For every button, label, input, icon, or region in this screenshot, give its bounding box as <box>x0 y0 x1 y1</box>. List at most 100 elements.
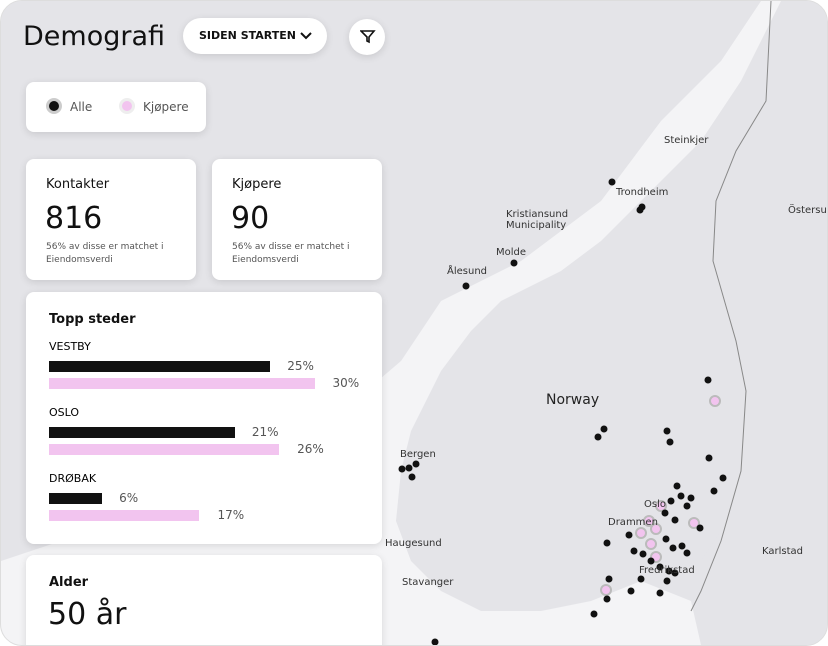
bar <box>49 361 271 372</box>
contact-dot <box>683 549 691 557</box>
stat-card: Kjøpere 90 56% av disse er matchet i Eie… <box>212 159 382 280</box>
contact-dot <box>719 474 727 482</box>
legend-label: Kjøpere <box>143 100 189 114</box>
contact-dot <box>637 575 645 583</box>
contact-dot <box>590 610 598 618</box>
contact-dot <box>594 433 602 441</box>
legend-alle[interactable] <box>46 98 62 114</box>
contact-dot <box>408 473 416 481</box>
contact-dot <box>704 376 712 384</box>
buyer-dot <box>650 523 662 535</box>
bar-label: 26% <box>297 442 324 456</box>
contact-dot <box>603 595 611 603</box>
contact-dot <box>705 454 713 462</box>
contact-dot <box>431 638 439 645</box>
map-label: Steinkjer <box>664 135 709 146</box>
bar-label: 25% <box>287 359 314 373</box>
bar-label: 17% <box>217 508 245 522</box>
place-name: VESTBY <box>49 340 91 353</box>
card-title: Topp steder <box>49 312 136 327</box>
contact-dot <box>405 464 413 472</box>
age-card: Alder 50 år <box>26 555 382 645</box>
contact-dot <box>662 535 670 543</box>
buyer-dot <box>645 538 657 550</box>
contact-dot <box>412 460 420 468</box>
contact-dot <box>398 465 406 473</box>
map-label: Haugesund <box>385 538 442 549</box>
contact-dot <box>605 575 613 583</box>
contact-dot <box>667 497 675 505</box>
stat-value: 816 <box>45 201 103 236</box>
map-label: Drammen <box>608 517 658 528</box>
contact-dot <box>639 550 647 558</box>
contact-dot <box>710 487 718 495</box>
map-label: Ålesund <box>447 266 488 277</box>
bar <box>49 510 200 521</box>
contact-dot <box>608 178 616 186</box>
map-label: Stavanger <box>402 577 454 588</box>
map-label: Karlstad <box>762 546 804 557</box>
contact-dot <box>462 282 470 290</box>
contact-dot <box>671 516 679 524</box>
contact-dot <box>661 509 669 517</box>
contact-dot <box>678 542 686 550</box>
place-name: DRØBAK <box>49 472 97 485</box>
contact-dot <box>510 259 518 267</box>
contact-dot <box>673 482 681 490</box>
stat-label: Kjøpere <box>232 177 282 192</box>
contact-dot <box>665 567 673 575</box>
buyer-dot <box>655 500 667 512</box>
buyer-dot <box>709 395 721 407</box>
filter-icon <box>360 30 376 44</box>
map-label: Norway <box>546 392 600 408</box>
buyer-dot <box>643 515 655 527</box>
map-label: Bergen <box>400 449 436 460</box>
contact-dot <box>663 577 671 585</box>
card-title: Alder <box>49 575 89 590</box>
bar <box>49 444 280 455</box>
map-label: Östersund <box>788 205 827 216</box>
chevron-icon <box>300 32 312 40</box>
contact-dot <box>671 569 679 577</box>
contact-dot <box>656 563 664 571</box>
bar-label: 30% <box>332 376 360 390</box>
map-label: Fredrikstad <box>639 565 695 576</box>
page-title: Demografi <box>23 21 166 52</box>
buyer-dot <box>600 584 612 596</box>
contact-dot <box>677 492 685 500</box>
contact-dot <box>647 557 655 565</box>
contact-dot <box>600 425 608 433</box>
contact-dot <box>669 544 677 552</box>
contact-dot <box>636 206 644 214</box>
legend-kjopere[interactable] <box>119 98 135 114</box>
period-select-label: SIDEN STARTEN <box>199 29 296 42</box>
contact-dot <box>627 587 635 595</box>
place-name: OSLO <box>49 406 80 419</box>
buyer-dot <box>635 527 647 539</box>
filter-button[interactable] <box>349 19 385 55</box>
bar <box>49 378 315 389</box>
stat-label: Kontakter <box>46 177 110 192</box>
map-label: Molde <box>496 247 527 258</box>
contact-dot <box>630 547 638 555</box>
legend-card: Alle Kjøpere <box>26 82 206 132</box>
map-label: Trondheim <box>616 187 669 198</box>
buyer-dot <box>688 517 700 529</box>
age-value: 50 år <box>48 597 127 632</box>
bar-label: 21% <box>251 425 279 439</box>
contact-dot <box>663 427 671 435</box>
contact-dot <box>603 539 611 547</box>
stat-note: 56% av disse er matchet i Eiendomsverdi <box>46 242 164 265</box>
contact-dot <box>683 502 691 510</box>
contact-dot <box>625 531 633 539</box>
contact-dot <box>696 524 704 532</box>
bar <box>49 493 103 504</box>
period-select[interactable]: SIDEN STARTEN <box>183 18 327 54</box>
contact-dot <box>656 589 664 597</box>
stat-value: 90 <box>231 201 270 236</box>
bar-label: 6% <box>119 491 139 505</box>
map-label: Kristiansund Municipality <box>506 209 569 231</box>
legend-label: Alle <box>70 100 93 114</box>
top-places-card: Topp steder VESTBY 25% 30% OSLO 21% 26% DRØBAK… <box>26 292 382 544</box>
